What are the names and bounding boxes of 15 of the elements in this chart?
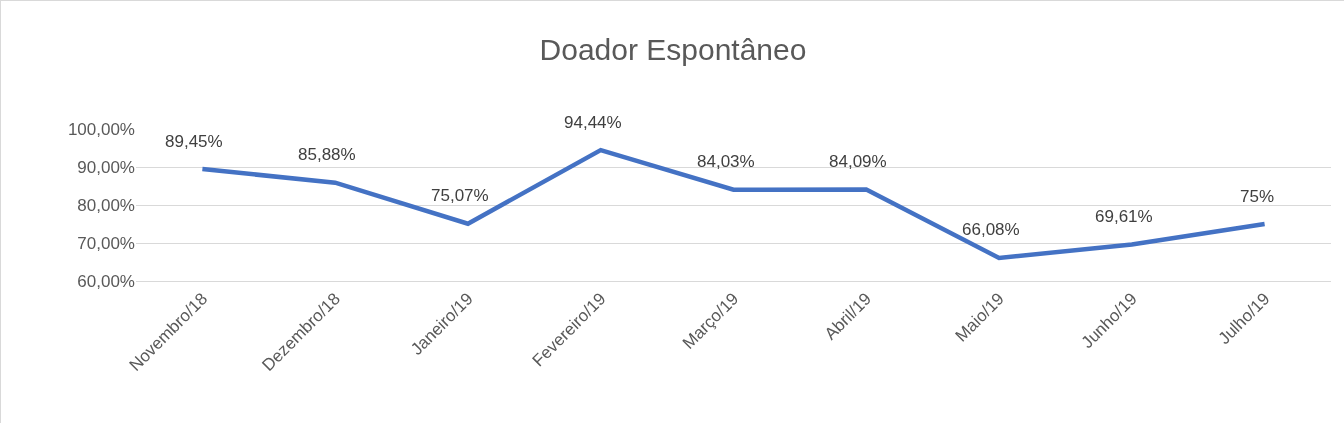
data-label: 84,03% <box>697 152 755 171</box>
data-label: 84,09% <box>829 152 887 171</box>
data-label: 94,44% <box>564 113 622 132</box>
data-label: 66,08% <box>962 220 1020 239</box>
y-tick-label: 60,00% <box>77 271 135 291</box>
data-label: 75% <box>1240 187 1275 206</box>
y-tick-label: 90,00% <box>77 157 135 177</box>
y-tick-label: 100,00% <box>67 119 135 139</box>
data-label: 89,45% <box>165 132 223 151</box>
data-label: 75,07% <box>431 186 489 205</box>
y-tick-label: 80,00% <box>77 195 135 215</box>
data-label: 69,61% <box>1095 207 1153 226</box>
data-label: 85,88% <box>298 145 356 164</box>
chart-title: Doador Espontâneo <box>539 33 807 67</box>
y-tick-label: 70,00% <box>77 233 135 253</box>
